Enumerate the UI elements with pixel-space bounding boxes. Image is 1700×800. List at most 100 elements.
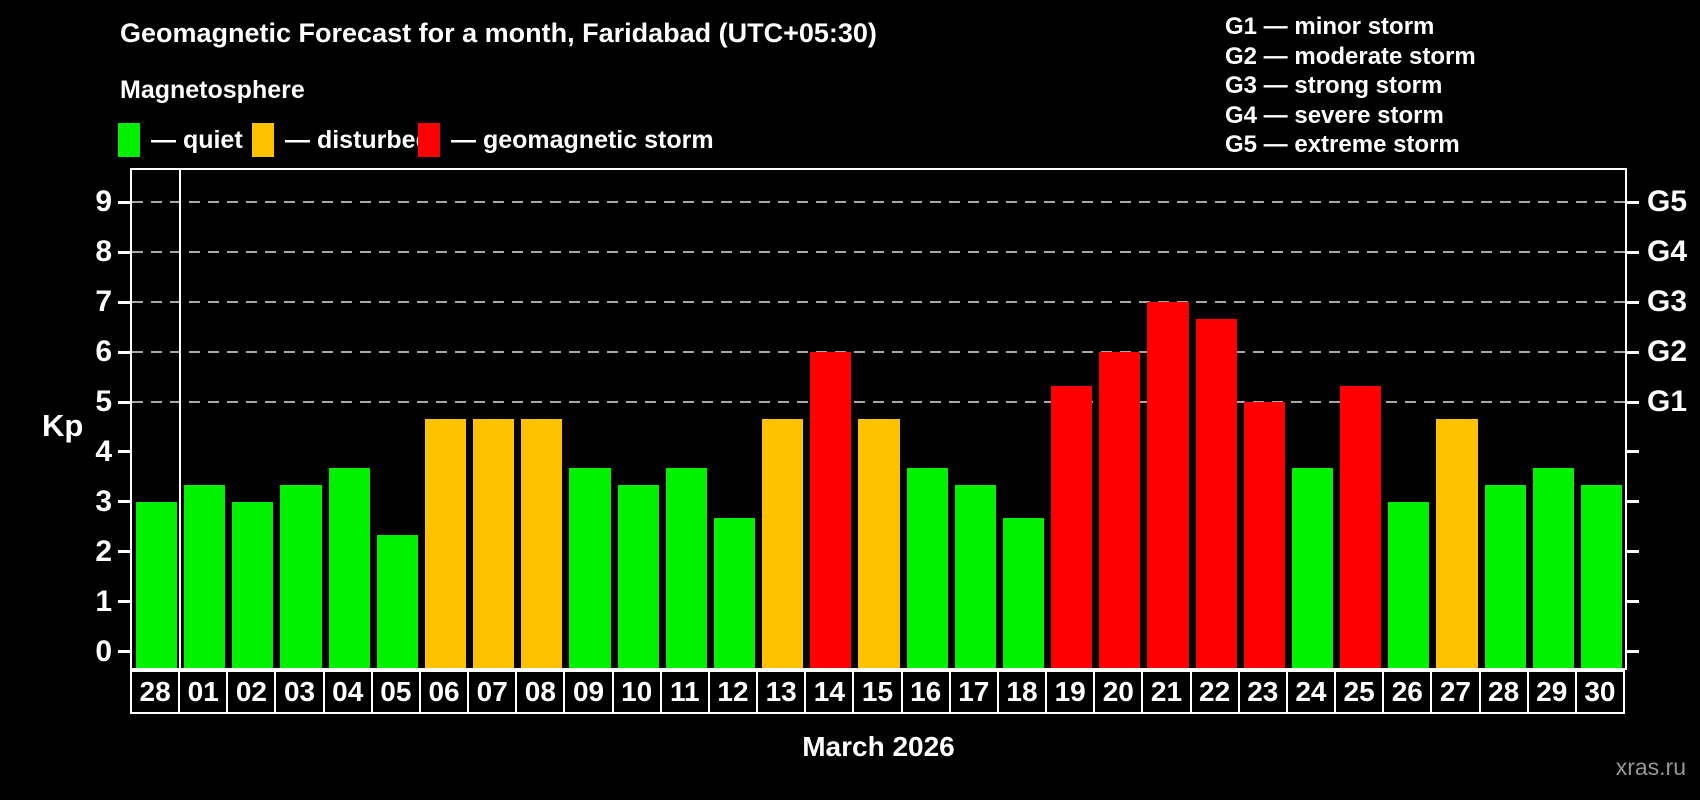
day-label-09-idx9: 09	[563, 670, 614, 714]
right-tick-1	[1627, 600, 1639, 604]
kp-bar-day-22-idx22	[1195, 318, 1237, 668]
right-tick-8	[1627, 250, 1639, 254]
day-label-28-idx0: 28	[130, 670, 181, 714]
kp-bar-day-03-idx3	[280, 485, 322, 668]
storm-scale-line-g2: G2 — moderate storm	[1225, 42, 1476, 70]
kp-bar-day-12-idx12	[713, 518, 756, 668]
kp-bar-day-05-idx5	[376, 535, 418, 668]
day-label-01-idx1: 01	[178, 670, 229, 714]
kp-bar-day-29-idx29	[1532, 468, 1574, 668]
day-label-15-idx15: 15	[852, 670, 903, 714]
y-tick-label-8: 8	[95, 235, 112, 269]
day-label-02-idx2: 02	[226, 670, 277, 714]
kp-bar-day-10-idx10	[617, 485, 659, 668]
y-axis-label: Kp	[42, 408, 84, 443]
gridline-kp-7	[132, 301, 1625, 304]
y-tick-9	[118, 200, 130, 204]
disturbed-swatch-icon	[252, 123, 274, 157]
y-tick-0	[118, 650, 130, 654]
y-tick-label-7: 7	[95, 285, 112, 319]
y-tick-4	[118, 450, 130, 454]
y-tick-7	[118, 300, 130, 304]
kp-bar-day-17-idx17	[954, 485, 996, 668]
x-axis-label: March 2026	[802, 731, 955, 762]
y-tick-label-0: 0	[95, 634, 112, 668]
kp-bar-day-18-idx18	[1002, 518, 1045, 668]
legend-label-storm: — geomagnetic storm	[451, 125, 714, 154]
y-tick-label-4: 4	[95, 434, 112, 468]
y-tick-label-6: 6	[95, 335, 112, 369]
right-tick-3	[1627, 500, 1639, 504]
gridline-kp-6	[132, 351, 1625, 354]
gridline-kp-5	[132, 401, 1625, 404]
plot-area	[130, 168, 1627, 670]
y-tick-6	[118, 350, 130, 354]
day-label-27-idx27: 27	[1430, 670, 1481, 714]
day-label-28-idx28: 28	[1478, 670, 1529, 714]
day-label-25-idx25: 25	[1334, 670, 1385, 714]
y-tick-label-3: 3	[95, 484, 112, 518]
y-tick-2	[118, 550, 130, 554]
day-label-12-idx12: 12	[707, 670, 759, 714]
day-label-08-idx8: 08	[515, 670, 566, 714]
day-label-29-idx29: 29	[1526, 670, 1577, 714]
kp-bar-day-04-idx4	[328, 468, 370, 668]
g-scale-label-g1: G1	[1647, 385, 1688, 419]
kp-bar-day-16-idx16	[906, 468, 948, 668]
g-scale-label-g5: G5	[1647, 185, 1688, 219]
y-tick-label-2: 2	[95, 534, 112, 568]
kp-bar-day-11-idx11	[665, 468, 707, 668]
day-label-14-idx14: 14	[804, 670, 855, 714]
kp-bar-day-20-idx20	[1099, 352, 1141, 668]
x-axis-day-labels: 28 01 02 03 04 05 06 07 08 09 10 11 12 13 14 15 16 17 18 19…	[130, 670, 1630, 714]
day-label-07-idx7: 07	[467, 670, 518, 714]
kp-bar-day-09-idx9	[569, 468, 611, 668]
day-label-03-idx3: 03	[274, 670, 325, 714]
kp-bar-day-19-idx19	[1051, 385, 1093, 668]
kp-bar-day-27-idx27	[1436, 418, 1478, 668]
g-scale-label-g2: G2	[1647, 335, 1688, 369]
gridline-kp-9	[132, 201, 1625, 204]
kp-bar-day-30-idx30	[1580, 485, 1622, 668]
legend-label-quiet: — quiet	[151, 125, 243, 154]
g-scale-label-g4: G4	[1647, 235, 1688, 269]
y-tick-label-9: 9	[95, 185, 112, 219]
kp-bar-day-13-idx13	[762, 418, 804, 668]
kp-bar-day-28-idx0	[136, 501, 178, 668]
day-label-30-idx30: 30	[1574, 670, 1625, 714]
y-tick-3	[118, 500, 130, 504]
day-label-05-idx5: 05	[370, 670, 421, 714]
right-tick-9	[1627, 200, 1639, 204]
kp-bar-day-08-idx8	[521, 418, 563, 668]
y-tick-5	[118, 400, 130, 404]
g-scale-label-g3: G3	[1647, 285, 1688, 319]
right-tick-4	[1627, 450, 1639, 454]
day-label-21-idx21: 21	[1141, 670, 1192, 714]
legend-label-disturbed: — disturbed	[285, 125, 431, 154]
right-tick-6	[1627, 350, 1639, 354]
right-tick-2	[1627, 550, 1639, 554]
day-label-16-idx16: 16	[900, 670, 951, 714]
day-label-11-idx11: 11	[659, 670, 710, 714]
right-tick-0	[1627, 650, 1639, 654]
storm-scale-line-g3: G3 — strong storm	[1225, 72, 1443, 99]
storm-scale-line-g4: G4 — severe storm	[1225, 101, 1444, 129]
day-label-20-idx20: 20	[1093, 670, 1144, 714]
y-tick-1	[118, 600, 130, 604]
month-separator-line	[179, 170, 182, 668]
kp-bar-day-14-idx14	[810, 352, 852, 668]
magnetosphere-label: Magnetosphere	[120, 76, 305, 104]
quiet-swatch-icon	[118, 123, 140, 157]
day-label-17-idx17: 17	[948, 670, 999, 714]
day-label-23-idx23: 23	[1237, 670, 1288, 714]
kp-bar-day-23-idx23	[1243, 402, 1285, 668]
y-tick-8	[118, 250, 130, 254]
kp-bar-day-15-idx15	[858, 418, 900, 668]
legend-item-quiet: — quiet	[118, 120, 243, 160]
chart-title: Geomagnetic Forecast for a month, Farida…	[120, 18, 877, 48]
legend-item-disturbed: — disturbed	[252, 120, 431, 160]
day-label-10-idx10: 10	[611, 670, 662, 714]
kp-bar-day-02-idx2	[232, 501, 274, 668]
day-label-24-idx24: 24	[1285, 670, 1337, 714]
legend-item-storm: — geomagnetic storm	[418, 120, 714, 160]
